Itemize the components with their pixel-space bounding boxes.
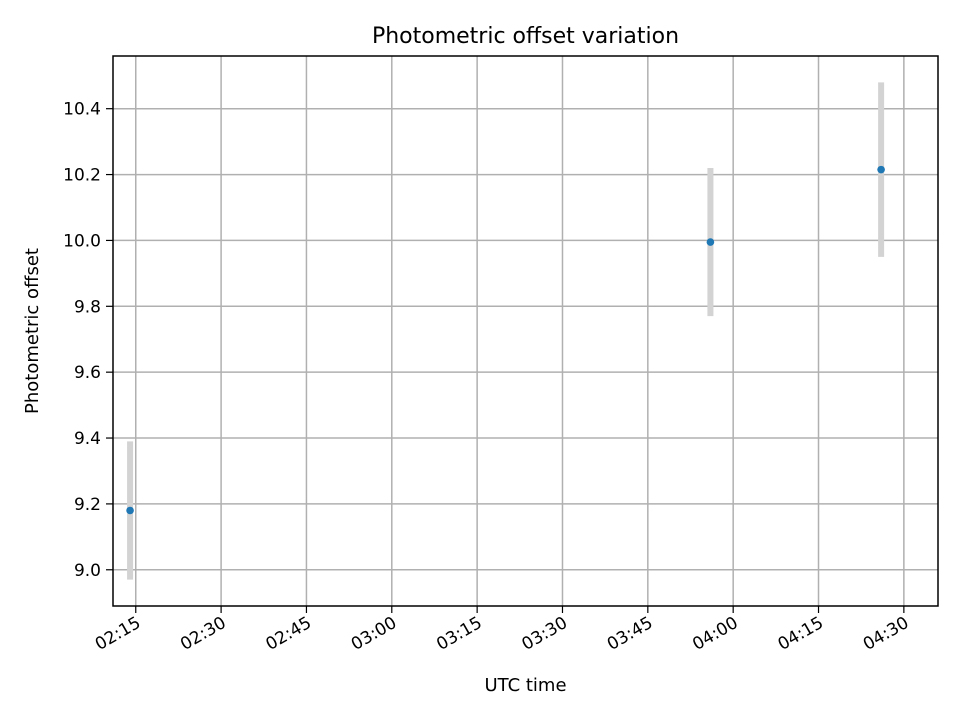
x-tick-label: 03:00 (348, 613, 400, 655)
x-tick-label: 04:15 (775, 613, 827, 655)
plot-frame (112, 55, 939, 607)
y-axis-label: Photometric offset (22, 248, 43, 414)
x-tick-label: 02:15 (92, 613, 144, 655)
data-point (877, 165, 885, 174)
x-axis-ticks: 02:15 02:30 02:45 03:00 03:15 03:30 03:45 04:00… (92, 606, 912, 655)
x-tick-label: 03:45 (604, 613, 656, 655)
x-tick-label: 03:30 (519, 613, 571, 655)
y-tick-label: 9.8 (74, 297, 101, 317)
grid (113, 56, 938, 606)
x-tick-label: 04:30 (860, 613, 912, 655)
y-tick-label: 10.2 (63, 166, 101, 186)
y-tick-label: 10.4 (63, 100, 101, 120)
data-point (706, 238, 715, 246)
y-tick-label: 9.4 (74, 429, 101, 449)
x-tick-label: 02:45 (263, 613, 315, 655)
y-tick-label: 9.6 (74, 363, 101, 383)
x-axis-label: UTC time (484, 675, 566, 696)
data-point (126, 506, 134, 515)
data-points (126, 165, 885, 515)
y-tick-label: 10.0 (63, 231, 101, 251)
x-tick-label: 02:30 (177, 613, 229, 655)
y-tick-label: 9.2 (74, 495, 101, 515)
y-tick-label: 9.0 (74, 561, 101, 581)
x-tick-label: 04:00 (689, 613, 741, 655)
x-tick-label: 03:15 (433, 613, 485, 655)
error-bars (127, 82, 885, 580)
y-axis-ticks: 9.0 9.2 9.4 9.6 9.8 10.0 10.2 10.4 (63, 100, 113, 581)
chart-title: Photometric offset variation (372, 24, 679, 49)
